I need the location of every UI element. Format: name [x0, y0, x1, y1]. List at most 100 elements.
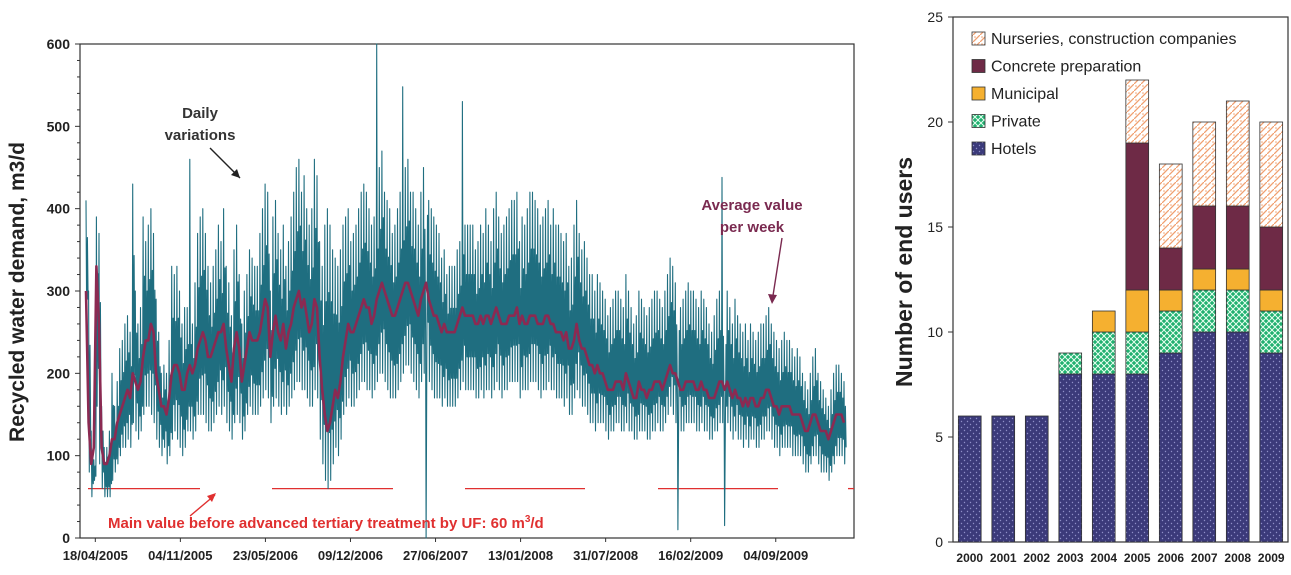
bar-segment-nurseries — [1259, 121, 1284, 228]
x-tick-label: 04/09/2009 — [743, 548, 808, 563]
x-tick-label: 2009 — [1258, 551, 1285, 565]
x-tick-label: 2004 — [1090, 551, 1117, 565]
bar-segment-private — [1091, 331, 1116, 375]
x-tick-label: 23/05/2006 — [233, 548, 298, 563]
bar-segment-private — [1259, 310, 1284, 354]
bar-segment-private — [1225, 289, 1250, 333]
bar-segment-concrete — [1125, 142, 1150, 291]
bar-segment-concrete — [1225, 205, 1250, 270]
bar-segment-nurseries — [1225, 100, 1250, 207]
bar-segment-nurseries — [1192, 121, 1217, 207]
bar-segment-nurseries — [1158, 163, 1183, 249]
bar-segment-municipal — [1091, 310, 1116, 333]
bar-segment-private — [1125, 331, 1150, 375]
legend-swatch-municipal — [971, 86, 986, 101]
y-tick-label: 100 — [47, 448, 71, 464]
legend-label-nurseries: Nurseries, construction companies — [991, 31, 1236, 48]
bar-segment-municipal — [1125, 289, 1150, 333]
annotation-daily-line2: variations — [165, 127, 236, 144]
legend-label-hotels: Hotels — [991, 141, 1036, 158]
y-tick-label: 600 — [47, 36, 71, 52]
water-demand-chart: Recycled water demand, m3/d 0 100 200 300 40… — [6, 36, 855, 563]
y-tick-label: 20 — [927, 114, 943, 130]
bar-segment-municipal — [1158, 289, 1183, 312]
annotation-baseline: Main value before advanced tertiary trea… — [108, 514, 544, 532]
y-tick-label: 300 — [47, 283, 71, 299]
bar-segment-concrete — [1158, 247, 1183, 291]
bar-segment-hotels — [1158, 352, 1183, 543]
x-axis-ticks: 18/04/2005 04/11/2005 23/05/2006 09/12/2006… — [63, 538, 808, 563]
bar-segment-hotels — [1091, 373, 1116, 543]
x-tick-label: 2001 — [990, 551, 1017, 565]
y-tick-label: 15 — [927, 219, 943, 235]
bar-segment-hotels — [1259, 352, 1284, 543]
bar-segment-concrete — [1259, 226, 1284, 291]
x-tick-label: 18/04/2005 — [63, 548, 128, 563]
weekly-line — [84, 265, 846, 466]
y-tick-label: 200 — [47, 365, 71, 381]
daily-series — [85, 43, 847, 539]
x-tick-label: 2007 — [1191, 551, 1218, 565]
x-tick-label: 09/12/2006 — [318, 548, 383, 563]
y-axis-label: Number of end users — [891, 157, 917, 387]
legend-swatch-private — [971, 114, 986, 128]
x-tick-label: 27/06/2007 — [403, 548, 468, 563]
y-tick-label: 5 — [935, 429, 943, 445]
legend-swatch-nurseries — [971, 31, 986, 46]
x-tick-label: 2008 — [1224, 551, 1251, 565]
bar-segment-municipal — [1192, 268, 1217, 291]
stacked-bars — [957, 79, 1284, 543]
y-tick-label: 10 — [927, 324, 943, 340]
x-tick-label: 31/07/2008 — [573, 548, 638, 563]
x-tick-label: 2000 — [956, 551, 983, 565]
annotation-baseline-arrowhead — [207, 493, 216, 502]
legend-swatch-hotels — [971, 141, 986, 156]
y-tick-label: 500 — [47, 118, 71, 134]
y-tick-label: 25 — [927, 9, 943, 25]
annotation-avg-line1: Average value — [701, 197, 802, 214]
bar-segment-hotels — [1024, 415, 1049, 543]
weekly-series — [84, 265, 846, 466]
bar-segment-hotels — [1225, 331, 1250, 543]
x-tick-label: 16/02/2009 — [658, 548, 723, 563]
bar-segment-private — [1158, 310, 1183, 354]
daily-line — [85, 43, 847, 539]
legend-swatch-concrete — [971, 59, 986, 73]
annotation-daily-line1: Daily — [182, 105, 219, 122]
bar-segment-hotels — [1125, 373, 1150, 543]
plot-frame — [952, 16, 1289, 543]
bar-segment-municipal — [1259, 289, 1284, 312]
y-tick-label: 0 — [62, 530, 70, 546]
legend-label-private: Private — [991, 114, 1041, 131]
x-tick-label: 2002 — [1023, 551, 1050, 565]
legend-label-municipal: Municipal — [991, 86, 1059, 103]
bar-segment-private — [1192, 289, 1217, 333]
bar-segment-hotels — [991, 415, 1016, 543]
bar-segment-hotels — [957, 415, 982, 543]
y-axis-ticks: 0 100 200 300 400 500 600 — [47, 36, 80, 546]
bar-segment-hotels — [1192, 331, 1217, 543]
annotation-avg-line2: per week — [720, 219, 785, 236]
y-axis-ticks: 0 5 10 15 20 25 — [927, 9, 953, 550]
y-tick-label: 0 — [935, 534, 943, 550]
y-axis-label: Recycled water demand, m3/d — [6, 142, 29, 442]
y-tick-label: 400 — [47, 201, 71, 217]
bar-segment-nurseries — [1125, 79, 1150, 144]
x-tick-label: 2003 — [1057, 551, 1084, 565]
annotation-avg-arrowhead — [768, 294, 777, 304]
x-tick-label: 2006 — [1157, 551, 1184, 565]
bar-segment-private — [1058, 352, 1083, 375]
bar-segment-municipal — [1225, 268, 1250, 291]
annotation-avg-arrow — [771, 237, 783, 303]
legend-label-concrete: Concrete preparation — [991, 59, 1141, 76]
annotation-daily-arrowhead — [231, 169, 240, 178]
x-axis-ticks: 2000 2001 2002 2003 2004 2005 2006 2007 2008 2009 — [956, 551, 1285, 565]
x-tick-label: 13/01/2008 — [488, 548, 553, 563]
bar-segment-hotels — [1058, 373, 1083, 543]
bar-segment-concrete — [1192, 205, 1217, 270]
x-tick-label: 2005 — [1124, 551, 1151, 565]
x-tick-label: 04/11/2005 — [148, 548, 212, 563]
legend: Nurseries, construction companies Concret… — [971, 31, 1236, 158]
